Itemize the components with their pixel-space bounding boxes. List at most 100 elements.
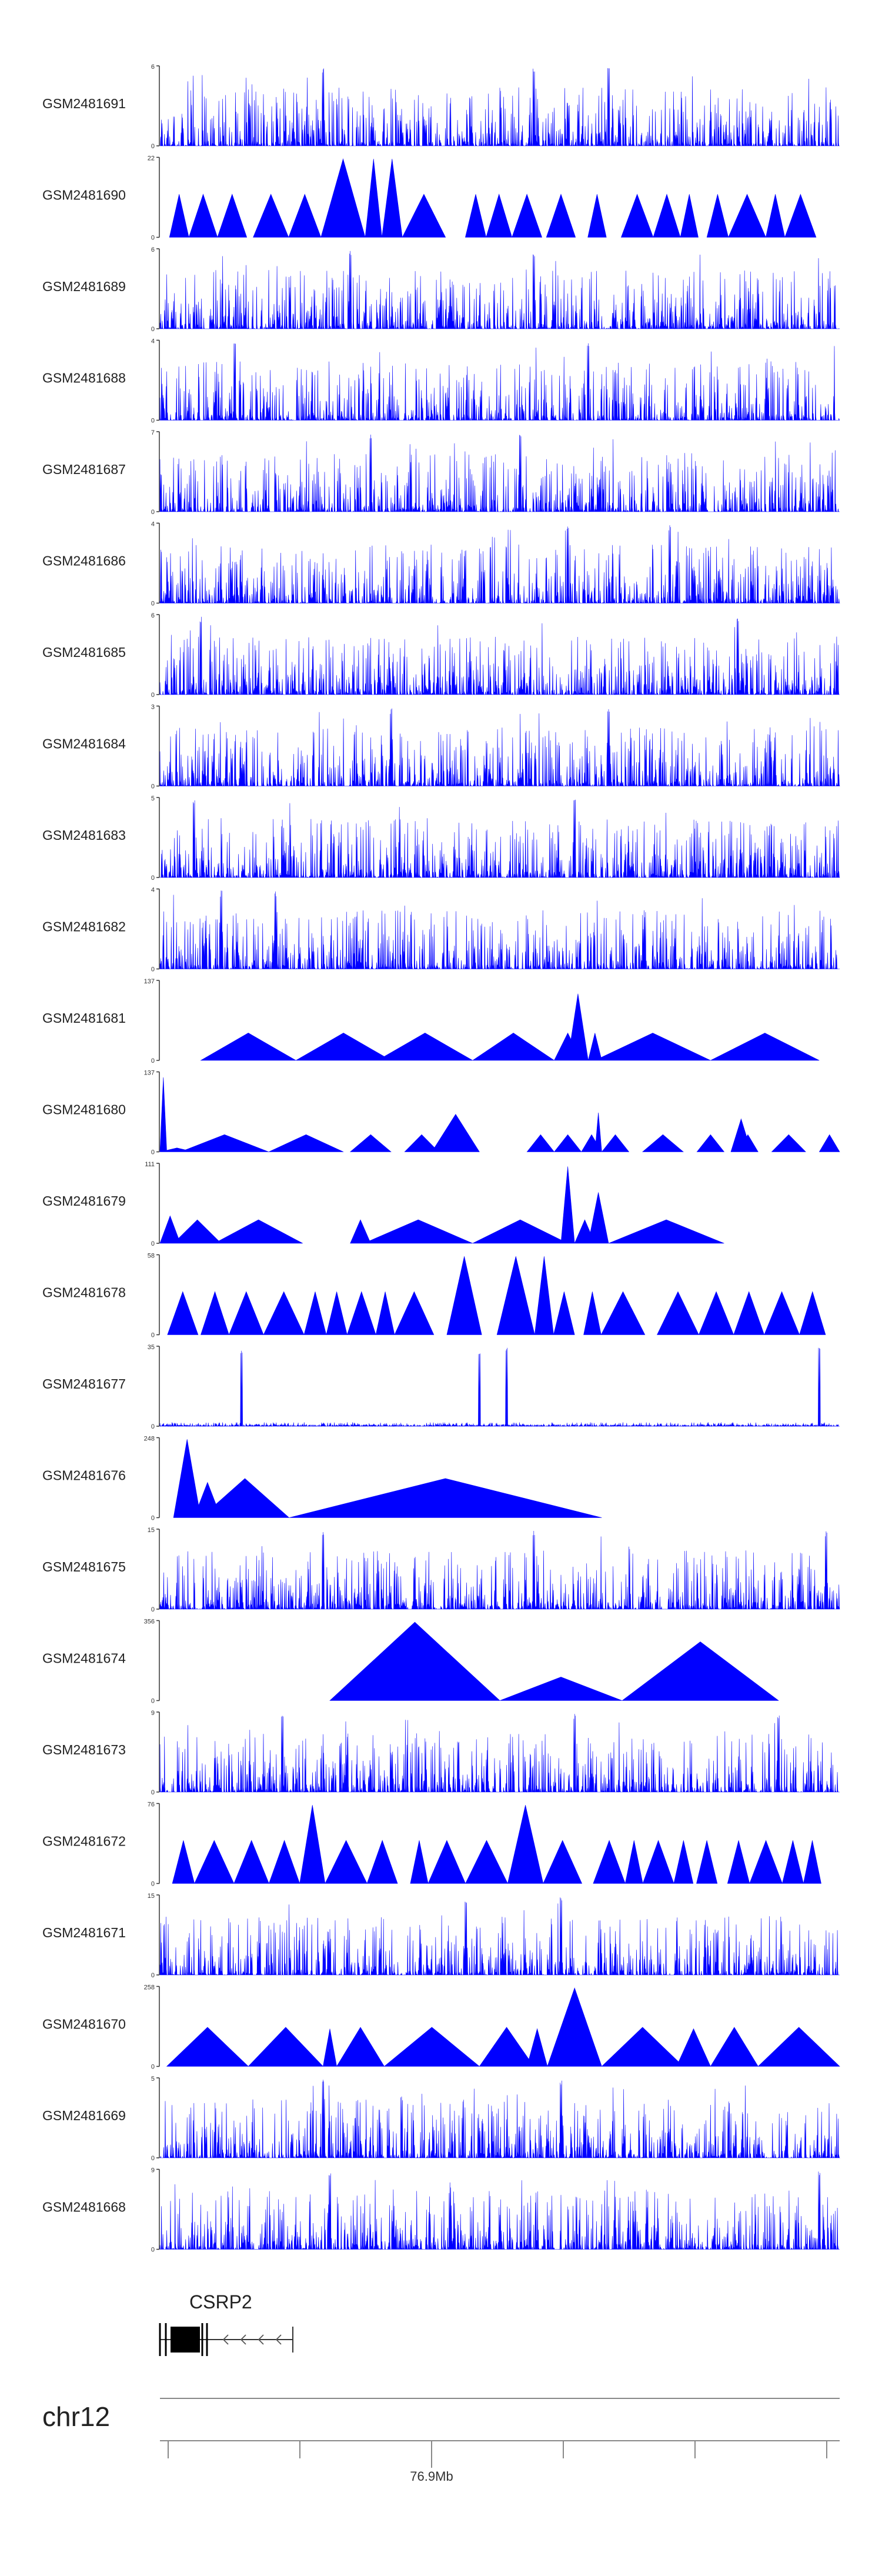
track-GSM2481689: GSM2481689 6 0 <box>42 246 840 333</box>
exon-block <box>171 2327 200 2353</box>
y-max-label: 9 <box>151 2167 155 2174</box>
track-label[interactable]: GSM2481676 <box>42 1468 126 1483</box>
y-max-label: 356 <box>144 1619 155 1626</box>
y-zero-label: 0 <box>151 1972 155 1979</box>
track-label[interactable]: GSM2481675 <box>42 1559 126 1574</box>
coverage-area <box>159 1897 840 1976</box>
y-max-label: 4 <box>151 521 155 528</box>
y-max-label: 58 <box>148 1253 155 1260</box>
y-zero-label: 0 <box>151 2155 155 2162</box>
y-max-label: 5 <box>151 2076 155 2083</box>
track-GSM2481690: GSM2481690 22 0 <box>42 155 817 242</box>
track-GSM2481678: GSM2481678 58 0 <box>42 1253 826 1339</box>
y-zero-label: 0 <box>151 1057 155 1065</box>
y-max-label: 6 <box>151 246 155 253</box>
coverage-area <box>159 1347 840 1427</box>
track-label[interactable]: GSM2481674 <box>42 1651 126 1666</box>
y-max-label: 3 <box>151 704 155 711</box>
strand-arrow <box>275 2334 282 2345</box>
track-GSM2481688: GSM2481688 4 0 <box>42 338 840 425</box>
track-label[interactable]: GSM2481669 <box>42 2108 126 2123</box>
track-label[interactable]: GSM2481673 <box>42 1742 126 1757</box>
track-label[interactable]: GSM2481683 <box>42 827 126 843</box>
coverage-area <box>173 1439 602 1518</box>
gene-label[interactable]: CSRP2 <box>189 2291 252 2313</box>
coverage-area <box>200 993 820 1061</box>
y-zero-label: 0 <box>151 326 155 333</box>
track-label[interactable]: GSM2481682 <box>42 919 126 935</box>
strand-arrow <box>222 2334 229 2345</box>
y-max-label: 137 <box>144 1070 155 1077</box>
y-zero-label: 0 <box>151 143 155 150</box>
track-GSM2481679: GSM2481679 111 0 <box>42 1161 724 1247</box>
track-label[interactable]: GSM2481684 <box>42 736 126 752</box>
y-zero-label: 0 <box>151 1332 155 1339</box>
axis-tick-label: 76.9Mb <box>410 2469 453 2484</box>
track-GSM2481684: GSM2481684 3 0 <box>42 704 840 790</box>
coverage-area <box>159 799 840 879</box>
y-zero-label: 0 <box>151 1606 155 1613</box>
y-zero-label: 0 <box>151 966 155 973</box>
track-label[interactable]: GSM2481681 <box>42 1010 126 1026</box>
coverage-area <box>159 1714 840 1793</box>
track-GSM2481683: GSM2481683 5 0 <box>42 795 840 882</box>
y-max-label: 4 <box>151 338 155 345</box>
y-zero-label: 0 <box>151 1698 155 1705</box>
track-label[interactable]: GSM2481686 <box>42 553 126 569</box>
y-max-label: 6 <box>151 64 155 71</box>
y-zero-label: 0 <box>151 600 155 608</box>
coverage-area <box>159 1166 724 1244</box>
track-label[interactable]: GSM2481685 <box>42 645 126 660</box>
y-zero-label: 0 <box>151 1423 155 1430</box>
y-zero-label: 0 <box>151 1149 155 1156</box>
track-GSM2481680: GSM2481680 137 0 <box>42 1070 840 1156</box>
track-label[interactable]: GSM2481671 <box>42 1925 126 1940</box>
y-zero-label: 0 <box>151 783 155 790</box>
strand-direction-arrows <box>222 2334 282 2345</box>
track-label[interactable]: GSM2481677 <box>42 1376 126 1392</box>
y-zero-label: 0 <box>151 1515 155 1522</box>
track-label[interactable]: GSM2481680 <box>42 1102 126 1117</box>
y-max-label: 35 <box>148 1344 155 1351</box>
track-label[interactable]: GSM2481678 <box>42 1285 126 1300</box>
track-label[interactable]: GSM2481670 <box>42 2017 126 2032</box>
coverage-area <box>167 1256 826 1335</box>
track-label[interactable]: GSM2481688 <box>42 371 126 386</box>
y-zero-label: 0 <box>151 509 155 516</box>
strand-arrow <box>258 2334 264 2345</box>
coverage-area <box>159 1077 840 1152</box>
axis-ticks: 76.9Mb <box>168 2441 827 2484</box>
track-GSM2481687: GSM2481687 7 0 <box>42 429 840 516</box>
track-GSM2481676: GSM2481676 248 0 <box>42 1436 602 1522</box>
coverage-area <box>166 1987 840 2067</box>
track-GSM2481682: GSM2481682 4 0 <box>42 887 840 973</box>
coverage-area <box>172 1805 821 1884</box>
track-GSM2481672: GSM2481672 76 0 <box>42 1801 821 1888</box>
coverage-area <box>159 1530 840 1610</box>
track-label[interactable]: GSM2481687 <box>42 462 126 477</box>
track-label[interactable]: GSM2481668 <box>42 2200 126 2215</box>
coverage-area <box>169 158 817 238</box>
gene-track: CSRP2 <box>159 2291 293 2356</box>
track-GSM2481670: GSM2481670 258 0 <box>42 1984 840 2071</box>
track-label[interactable]: GSM2481691 <box>42 96 126 111</box>
strand-arrow <box>240 2334 246 2345</box>
gene-model-csrp2[interactable] <box>159 2323 293 2356</box>
track-GSM2481668: GSM2481668 9 0 <box>42 2167 840 2254</box>
coverage-area <box>159 525 840 604</box>
coverage-area <box>329 1621 779 1701</box>
y-zero-label: 0 <box>151 2064 155 2071</box>
track-GSM2481673: GSM2481673 9 0 <box>42 1710 840 1796</box>
track-label[interactable]: GSM2481689 <box>42 279 126 294</box>
coverage-area <box>160 68 840 147</box>
y-zero-label: 0 <box>151 1240 155 1247</box>
coverage-area <box>159 343 840 421</box>
y-max-label: 15 <box>148 1527 155 1534</box>
track-label[interactable]: GSM2481672 <box>42 1834 126 1849</box>
track-GSM2481675: GSM2481675 15 0 <box>42 1527 840 1613</box>
track-label[interactable]: GSM2481679 <box>42 1193 126 1209</box>
coverage-area <box>159 251 840 330</box>
y-zero-label: 0 <box>151 875 155 882</box>
track-label[interactable]: GSM2481690 <box>42 188 126 203</box>
